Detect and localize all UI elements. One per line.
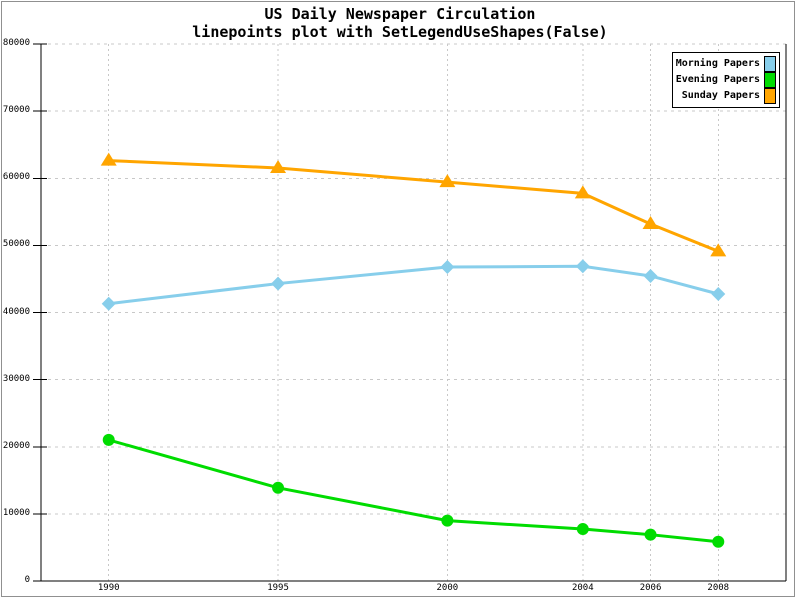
- y-tick-label: 60000: [2, 172, 30, 183]
- marker-triangle: [642, 216, 659, 230]
- legend-item: Sunday Papers: [673, 88, 776, 104]
- series-line-diamond: [108, 264, 719, 306]
- x-tick-label: 2000: [436, 583, 459, 593]
- series-line-circle: [108, 438, 719, 544]
- marker-circle: [576, 523, 589, 536]
- marker-triangle: [270, 159, 287, 173]
- marker-circle: [712, 535, 725, 548]
- y-tick-label: 30000: [2, 373, 30, 384]
- x-tick-label: 2008: [707, 583, 730, 593]
- marker-diamond: [101, 296, 116, 311]
- legend-item: Evening Papers: [673, 72, 776, 88]
- marker-diamond: [440, 260, 455, 275]
- legend-item-label: Morning Papers: [675, 58, 760, 69]
- y-tick-label: 80000: [2, 38, 30, 48]
- legend-swatch: [764, 72, 776, 88]
- x-tick-label: 2006: [639, 583, 662, 593]
- marker-triangle: [574, 185, 591, 199]
- marker-circle: [441, 514, 454, 527]
- legend-swatch: [764, 56, 776, 72]
- marker-triangle: [100, 152, 117, 166]
- marker-diamond: [711, 286, 726, 301]
- marker-triangle: [710, 243, 727, 257]
- marker-triangle: [439, 174, 456, 188]
- marker-circle: [644, 528, 657, 541]
- legend-item: Morning Papers: [673, 56, 776, 72]
- y-tick-label: 20000: [2, 440, 30, 451]
- legend-item-label: Sunday Papers: [681, 90, 760, 101]
- marker-diamond: [643, 268, 658, 283]
- chart-title: US Daily Newspaper Circulation: [264, 5, 536, 23]
- y-tick-label: 50000: [2, 239, 30, 250]
- x-tick-label: 1990: [97, 583, 120, 593]
- legend: Morning Papers Evening Papers Sunday Paper…: [672, 52, 780, 108]
- marker-diamond: [271, 276, 286, 291]
- legend-item-label: Evening Papers: [675, 74, 760, 85]
- marker-circle: [272, 481, 285, 494]
- x-tick-label: 1995: [267, 583, 289, 593]
- marker-circle: [102, 433, 115, 446]
- y-tick-label: 70000: [2, 105, 30, 116]
- y-tick-label: 10000: [2, 507, 30, 518]
- marker-diamond: [575, 259, 590, 274]
- legend-swatch: [764, 88, 776, 104]
- y-tick-label: 40000: [2, 306, 30, 317]
- y-tick-label: 0: [24, 575, 30, 585]
- chart-subtitle: linepoints plot with SetLegendUseShapes(…: [192, 23, 608, 41]
- series-line-triangle-up: [108, 159, 719, 253]
- x-tick-label: 2004: [571, 583, 594, 593]
